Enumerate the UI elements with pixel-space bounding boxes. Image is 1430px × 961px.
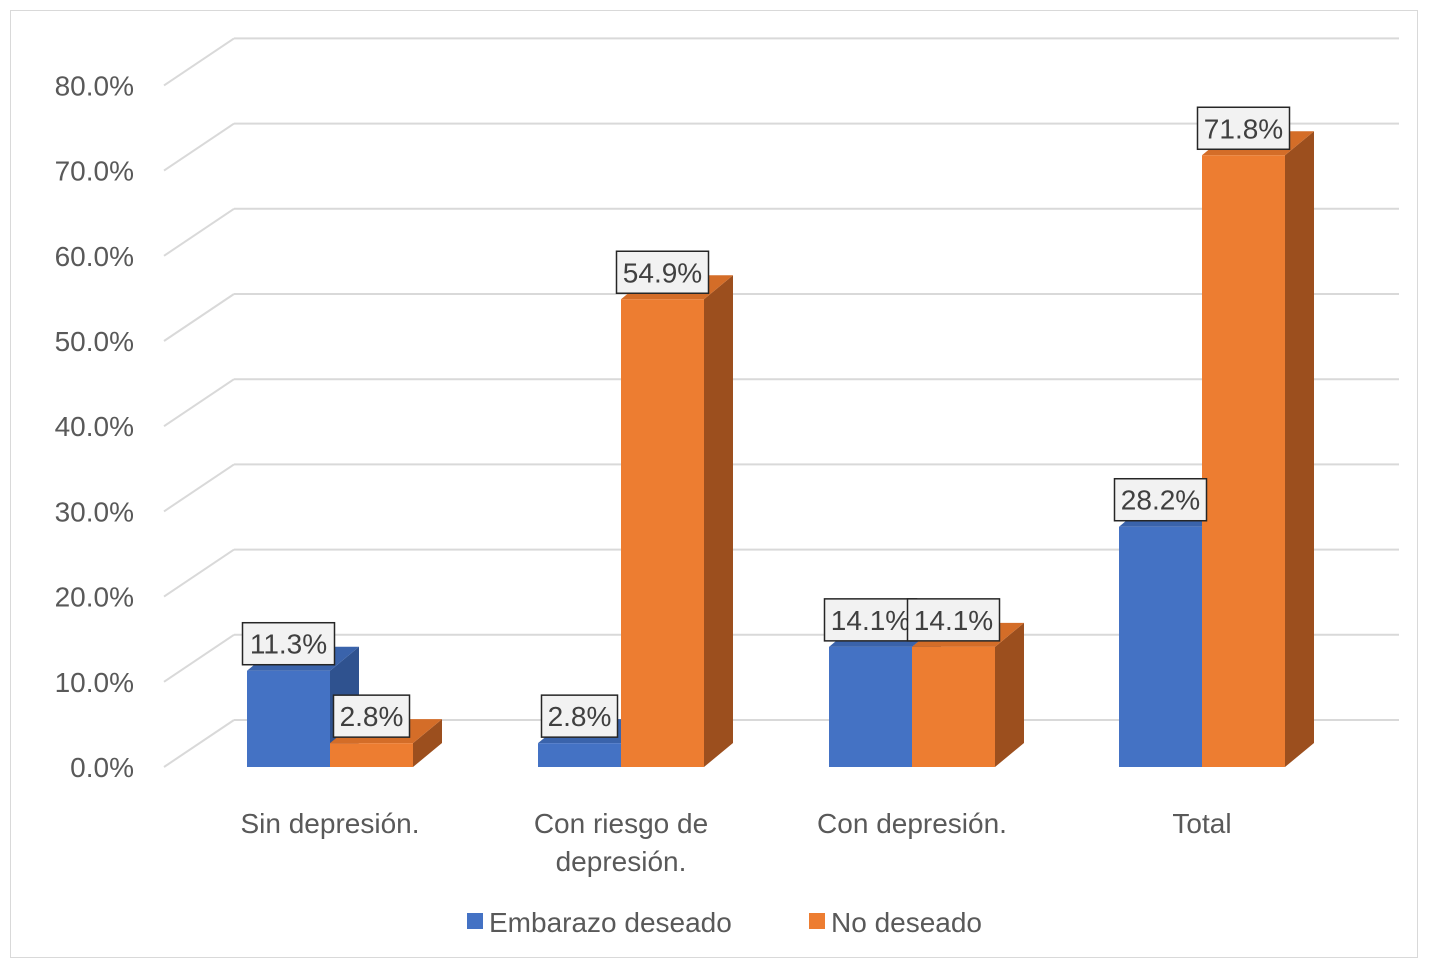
data-label-text: 28.2% [1121,485,1200,516]
data-label-box [1196,106,1291,151]
y-tick-label: 70.0% [55,156,134,187]
y-tick-label: 50.0% [55,326,134,357]
x-axis-categories: Sin depresión. Con riesgo dedepresión.Con… [240,808,1231,877]
data-label-box [540,694,619,738]
legend-item: No deseado [809,907,982,938]
bar-side-face [995,622,1024,767]
data-label: 14.1% [906,598,1001,642]
y-tick-label: 10.0% [55,667,134,698]
data-label: 2.8% [332,694,411,738]
legend: Embarazo deseado No deseado [467,907,982,938]
legend-swatch [809,913,825,929]
gridline-side [163,633,235,683]
data-label: 14.1% [823,598,918,642]
bar-side-face [704,275,733,767]
legend-label: No deseado [831,907,982,938]
x-category-label: Sin depresión. [240,808,419,839]
bar-2 [1202,131,1314,767]
y-axis-ticks: 0.0% 10.0% 20.0% 30.0% 40.0% 50.0% 60.0% 70.0% 8… [55,70,134,783]
x-category-line: Con riesgo de [534,808,708,839]
bar-front-face [1202,155,1285,767]
x-category-line: Sin depresión. [240,808,419,839]
bar-front-face [621,299,704,767]
gridline-side [163,207,235,257]
data-label-box [241,621,336,666]
data-label: 11.3% [241,621,336,666]
gridline-side [163,37,235,87]
gridline-side [163,719,235,768]
y-tick-label: 80.0% [55,70,134,101]
data-label-box [906,598,1001,642]
bar-front-face [829,646,912,767]
bar-side-face [413,719,442,767]
y-tick-label: 40.0% [55,411,134,442]
bar-front-face [912,646,995,767]
gridline-side [163,293,235,342]
y-tick-label: 20.0% [55,582,134,613]
bar-front-face [1119,526,1202,767]
gridline-side [163,122,235,172]
data-label-box [332,694,411,738]
gridline-side [163,378,235,428]
x-category-line: Total [1172,808,1231,839]
x-category-label: Total [1172,808,1231,839]
data-label-text: 14.1% [914,605,993,636]
data-labels-layer: 11.3% 2.8% 2.8% 54.9% 14.1% 14.1% 28.2% 71.8% [241,106,1291,738]
chart-area: 0.0% 10.0% 20.0% 30.0% 40.0% 50.0% 60.0% 70.0% 8… [10,10,1418,958]
data-label: 54.9% [615,250,710,295]
legend-swatch [467,913,483,929]
data-label-text: 2.8% [548,701,612,732]
bar-front-face [247,670,330,767]
data-label-box [1113,477,1208,522]
bars-layer [247,131,1314,767]
gridline-side [163,463,235,513]
data-label-box [615,250,710,295]
bar-front-face [330,743,413,767]
bar-2 [621,275,733,767]
legend-item: Embarazo deseado [467,907,732,938]
bar-front-face [538,743,621,767]
bar-side-face [1285,131,1314,767]
y-tick-label: 0.0% [70,752,134,783]
data-label: 2.8% [540,694,619,738]
bar-2 [912,622,1024,767]
data-label-text: 54.9% [623,257,702,288]
x-category-label: Con riesgo de depresión. [534,808,708,877]
x-category-line: depresión. [556,846,687,877]
x-category-line: Con depresión. [817,808,1007,839]
legend-label: Embarazo deseado [489,907,732,938]
data-label-text: 14.1% [831,605,910,636]
data-label-text: 2.8% [340,701,404,732]
y-tick-label: 30.0% [55,496,134,527]
gridline-side [163,548,235,598]
data-label-text: 11.3% [250,629,327,660]
data-label-text: 71.8% [1204,113,1283,144]
y-tick-label: 60.0% [55,241,134,272]
x-category-label: Con depresión. [817,808,1007,839]
data-label: 71.8% [1196,106,1291,151]
data-label: 28.2% [1113,477,1208,522]
